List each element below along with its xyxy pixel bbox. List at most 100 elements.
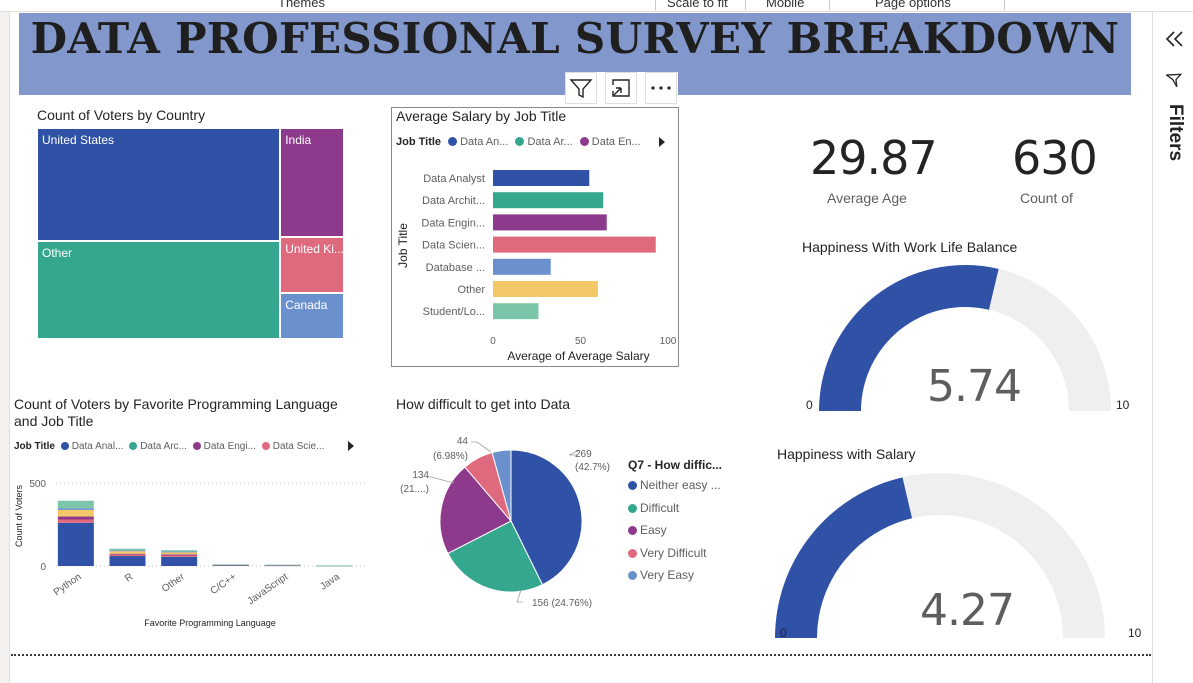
pie-data-label: 269 xyxy=(575,449,592,460)
themes-menu[interactable]: Themes xyxy=(278,0,325,10)
lang-bar-segment xyxy=(212,564,249,565)
lang-bar-segment xyxy=(57,500,94,509)
filter-icon xyxy=(569,79,593,99)
legend-marker xyxy=(628,571,637,580)
mobile-menu[interactable]: Mobile xyxy=(766,0,805,10)
lang-bar-segment xyxy=(57,509,94,517)
collapse-pane-button[interactable] xyxy=(1165,30,1185,53)
salary-legend: Job Title Data An... Data Ar... Data En.… xyxy=(396,136,641,148)
lang-bar-segment xyxy=(161,552,198,555)
left-gutter xyxy=(0,12,10,683)
treemap-cell-label: India xyxy=(285,133,312,147)
lang-x-axis-label: Favorite Programming Language xyxy=(144,618,276,628)
page-options-menu[interactable]: Page options xyxy=(875,0,951,10)
legend-marker xyxy=(129,442,138,450)
toolbar-divider xyxy=(829,0,830,10)
focus-mode-icon xyxy=(612,79,630,97)
gauge-worklife-title: Happiness With Work Life Balance xyxy=(802,239,1018,255)
filter-button[interactable] xyxy=(565,72,597,104)
legend-item[interactable]: Data Arc... xyxy=(129,441,187,452)
scale-to-fit-menu[interactable]: Scale to fit xyxy=(667,0,728,10)
salary-category-label: Data Analyst xyxy=(423,173,485,185)
more-options-button[interactable] xyxy=(645,72,677,104)
pie-data-label: 134 xyxy=(412,470,429,481)
lang-bar-segment xyxy=(161,551,198,553)
salary-category-label: Other xyxy=(457,284,485,296)
lang-bar-segment xyxy=(264,564,301,566)
lang-bar-segment xyxy=(57,516,94,520)
gauge-salary[interactable] xyxy=(775,466,1145,646)
lang-bar-segment xyxy=(161,556,198,566)
country-treemap[interactable]: United States Other India United Ki... Canad… xyxy=(37,128,344,339)
lang-chart-title-line2: and Job Title xyxy=(14,413,94,429)
gauge-worklife[interactable] xyxy=(800,258,1130,418)
treemap-cell[interactable]: Canada xyxy=(280,292,344,339)
legend-item[interactable]: Data Anal... xyxy=(60,441,123,452)
salary-bar xyxy=(493,214,607,231)
lang-bar-segment xyxy=(57,508,94,510)
treemap-cell[interactable]: India xyxy=(280,128,344,237)
pie-leader-line xyxy=(471,441,492,453)
salary-bar-chart: Data Analyst Data Archit... Data Engin... D… xyxy=(396,170,677,363)
legend-item[interactable]: Easy xyxy=(628,523,722,546)
legend-marker xyxy=(579,137,589,146)
legend-next-icon[interactable] xyxy=(659,137,665,147)
treemap-cell[interactable]: United States xyxy=(37,128,281,242)
toolbar-divider xyxy=(745,0,746,10)
gauge-salary-title: Happiness with Salary xyxy=(777,446,916,462)
salary-x-axis-label: Average of Average Salary xyxy=(507,349,649,363)
legend-item[interactable]: Data Engi... xyxy=(192,441,256,452)
legend-item[interactable]: Neither easy ... xyxy=(628,478,722,501)
treemap-cell[interactable]: United Ki... xyxy=(280,236,344,293)
focus-mode-button[interactable] xyxy=(605,72,637,104)
lang-bar-segment xyxy=(316,565,353,566)
gauge-worklife-min: 0 xyxy=(806,398,813,412)
gauge-fill xyxy=(775,477,913,638)
salary-bar xyxy=(493,236,656,253)
legend-marker xyxy=(628,481,637,490)
kpi-count-label: Count of xyxy=(1020,190,1073,206)
treemap-cell[interactable]: Other xyxy=(37,241,281,339)
kpi-count-value: 630 xyxy=(1012,131,1098,185)
legend-item[interactable]: Data An... xyxy=(448,136,508,148)
legend-marker xyxy=(628,526,637,535)
legend-item[interactable]: Very Easy xyxy=(628,568,722,591)
kpi-average-age-label: Average Age xyxy=(827,190,907,206)
salary-y-axis-label: Job Title xyxy=(396,223,410,268)
legend-marker xyxy=(60,442,69,450)
lang-bar-segment xyxy=(109,553,146,555)
salary-bar xyxy=(493,192,604,209)
salary-x-tick: 0 xyxy=(490,336,496,347)
gauge-worklife-max: 10 xyxy=(1116,398,1130,412)
salary-bar xyxy=(493,303,539,320)
lang-category-label: C/C++ xyxy=(209,571,239,597)
lang-bar-segment xyxy=(109,551,146,554)
gauge-salary-max: 10 xyxy=(1128,626,1142,640)
salary-bar xyxy=(493,281,598,297)
legend-item[interactable]: Difficult xyxy=(628,501,722,524)
salary-bar xyxy=(493,170,590,186)
legend-marker xyxy=(628,548,637,558)
treemap-cell-label: Other xyxy=(42,246,73,261)
top-toolbar: Themes Scale to fit Mobile Page options xyxy=(0,0,1193,12)
lang-y-axis-label: Count of Voters xyxy=(14,484,24,547)
legend-marker xyxy=(628,503,637,513)
filters-pane-icon[interactable] xyxy=(1164,71,1184,94)
report-title: DATA PROFESSIONAL SURVEY BREAKDOWN xyxy=(30,14,1120,63)
legend-item[interactable]: Data Scie... xyxy=(261,441,324,452)
legend-item[interactable]: Very Difficult xyxy=(628,546,722,569)
lang-chart-title-line1: Count of Voters by Favorite Programming … xyxy=(14,396,338,412)
gauge-fill xyxy=(819,265,999,411)
legend-next-icon[interactable] xyxy=(348,441,354,451)
toolbar-divider xyxy=(1004,0,1005,10)
lang-y-tick: 500 xyxy=(29,479,46,490)
toolbar-divider xyxy=(655,0,656,10)
legend-item[interactable]: Data En... xyxy=(579,136,641,148)
legend-item[interactable]: Data Ar... xyxy=(515,136,573,148)
filters-pane-label[interactable]: Filters xyxy=(1165,104,1186,162)
lang-category-label: JavaScript xyxy=(246,571,291,607)
lang-stacked-bar-chart: 0 500 Python R Other C/C++ JavaScript Java Favor… xyxy=(14,479,366,628)
lang-category-label: Python xyxy=(52,571,84,598)
salary-category-label: Database ... xyxy=(426,262,485,274)
pie-leader-line xyxy=(427,476,455,484)
